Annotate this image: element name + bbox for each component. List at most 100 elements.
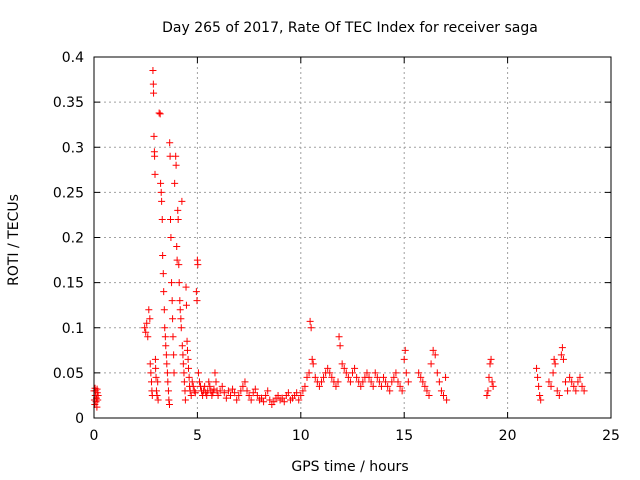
data-point bbox=[142, 328, 150, 336]
data-point bbox=[179, 351, 187, 359]
data-point bbox=[184, 355, 192, 363]
data-point bbox=[484, 387, 492, 395]
data-point bbox=[172, 152, 180, 160]
data-point bbox=[562, 378, 570, 386]
data-point bbox=[178, 197, 186, 205]
data-point bbox=[307, 324, 315, 332]
data-point bbox=[404, 378, 412, 386]
data-point bbox=[171, 179, 179, 187]
data-point bbox=[159, 252, 167, 260]
data-point bbox=[380, 373, 388, 381]
data-point bbox=[183, 337, 191, 345]
data-point bbox=[176, 297, 184, 305]
data-point bbox=[295, 396, 303, 404]
y-axis-label: ROTI / TECUs bbox=[6, 194, 22, 286]
data-point bbox=[185, 364, 193, 372]
y-tick-label: 0.25 bbox=[53, 185, 84, 201]
data-point bbox=[166, 139, 174, 147]
data-point bbox=[183, 346, 191, 354]
data-point bbox=[190, 387, 198, 395]
x-tick-label: 10 bbox=[292, 428, 310, 444]
data-point bbox=[377, 382, 385, 390]
data-point bbox=[303, 373, 311, 381]
data-point bbox=[144, 333, 152, 341]
data-point bbox=[401, 346, 409, 354]
y-axis-ticks: 0 0.05 0.1 0.15 0.2 0.25 0.3 0.35 0.4 bbox=[53, 50, 611, 427]
data-point bbox=[160, 288, 168, 296]
data-point bbox=[177, 315, 185, 323]
data-point bbox=[439, 391, 447, 399]
data-point bbox=[270, 398, 278, 406]
data-point bbox=[280, 398, 288, 406]
data-point bbox=[262, 391, 270, 399]
data-point bbox=[433, 369, 441, 377]
data-point bbox=[564, 387, 572, 395]
data-point bbox=[210, 385, 218, 393]
data-point bbox=[351, 364, 359, 372]
data-point bbox=[233, 396, 241, 404]
data-point bbox=[206, 382, 214, 390]
data-point bbox=[141, 324, 149, 332]
data-point bbox=[423, 387, 431, 395]
x-tick-label: 15 bbox=[395, 428, 413, 444]
data-point bbox=[328, 373, 336, 381]
data-point bbox=[145, 306, 153, 314]
data-point bbox=[346, 378, 354, 386]
data-point bbox=[535, 382, 543, 390]
data-point bbox=[153, 391, 161, 399]
data-points bbox=[90, 67, 588, 411]
data-point bbox=[146, 315, 154, 323]
data-point bbox=[160, 306, 168, 314]
data-point bbox=[216, 387, 224, 395]
data-point bbox=[488, 378, 496, 386]
data-point bbox=[168, 297, 176, 305]
data-point bbox=[568, 378, 576, 386]
data-point bbox=[402, 369, 410, 377]
data-point bbox=[375, 378, 383, 386]
data-point bbox=[390, 373, 398, 381]
data-point bbox=[315, 382, 323, 390]
x-axis-ticks: 0 5 10 15 20 25 bbox=[90, 57, 620, 444]
data-point bbox=[382, 378, 390, 386]
data-point bbox=[576, 373, 584, 381]
data-point bbox=[442, 373, 450, 381]
data-point bbox=[185, 373, 193, 381]
data-point bbox=[156, 110, 164, 118]
data-point bbox=[371, 369, 379, 377]
data-point bbox=[572, 387, 580, 395]
chart-title: Day 265 of 2017, Rate Of TEC Index for r… bbox=[162, 20, 538, 36]
data-point bbox=[94, 391, 102, 399]
data-point bbox=[415, 369, 423, 377]
data-point bbox=[93, 385, 101, 393]
data-point bbox=[311, 373, 319, 381]
data-point bbox=[152, 373, 160, 381]
data-point bbox=[317, 378, 325, 386]
data-point bbox=[369, 382, 377, 390]
data-point bbox=[251, 385, 259, 393]
data-point bbox=[353, 373, 361, 381]
data-point bbox=[486, 360, 494, 368]
data-point bbox=[421, 382, 429, 390]
data-point bbox=[425, 391, 433, 399]
plot-frame bbox=[93, 56, 612, 419]
data-point bbox=[178, 342, 186, 350]
data-point bbox=[169, 315, 177, 323]
data-point bbox=[365, 373, 373, 381]
data-point bbox=[574, 378, 582, 386]
data-point bbox=[284, 389, 292, 397]
data-point bbox=[566, 373, 574, 381]
data-point bbox=[386, 387, 394, 395]
data-point bbox=[293, 389, 301, 397]
data-point bbox=[297, 391, 305, 399]
x-tick-label: 25 bbox=[602, 428, 620, 444]
data-point bbox=[336, 342, 344, 350]
data-point bbox=[149, 80, 157, 88]
data-point bbox=[218, 382, 226, 390]
data-point bbox=[169, 333, 177, 341]
data-point bbox=[154, 378, 162, 386]
data-point bbox=[175, 279, 183, 287]
data-point bbox=[349, 369, 356, 377]
data-point bbox=[161, 333, 169, 341]
data-point bbox=[157, 179, 165, 187]
